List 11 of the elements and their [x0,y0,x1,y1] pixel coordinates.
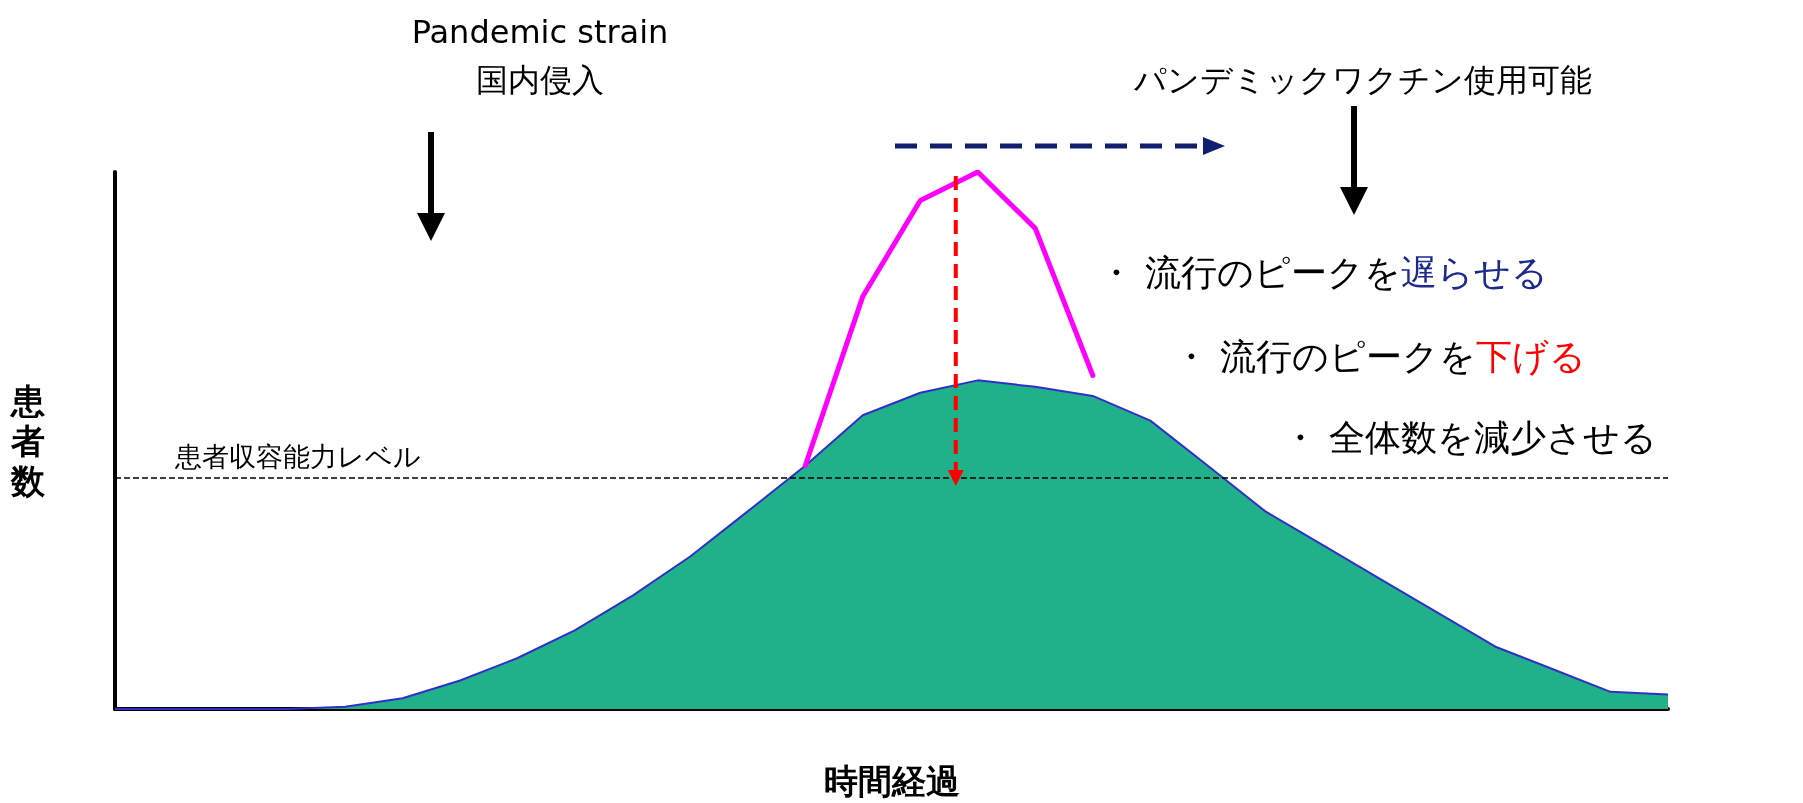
text: パンデミックワクチン使用可能 [1133,61,1592,99]
y-axis-title: 患者数 [9,380,46,501]
annotation: 遅らせる [1401,251,1549,293]
text: Pandemic strain [411,13,669,51]
annotation: ・ 全体数を減少させる [1282,416,1658,458]
annotation: ・ 流行のピークを [1098,251,1402,293]
x-axis-title: 時間経過 [823,761,960,801]
annotation: 下げる [1476,335,1587,377]
text: 国内侵入 [476,61,604,99]
annotation: ・ 流行のピークを [1173,335,1477,377]
ref-line-label: 患者収容能力レベル [174,441,421,473]
